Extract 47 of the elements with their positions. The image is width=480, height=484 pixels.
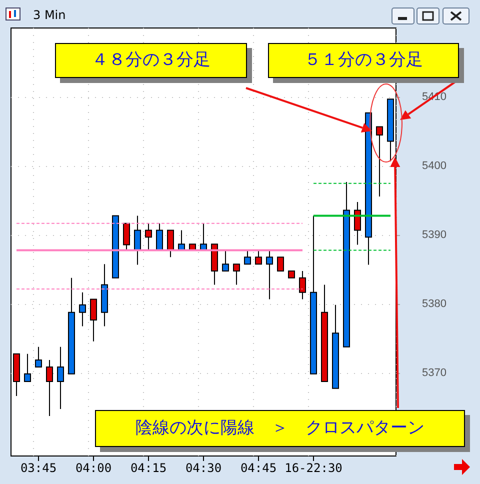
candlestick	[79, 292, 86, 327]
chart-title: 3 Min	[33, 8, 66, 22]
candlestick	[24, 353, 31, 382]
annotation: ５１分の３分足	[304, 50, 423, 70]
candlestick	[167, 230, 174, 258]
annotation: 陰線の次に陽線 ＞ クロスパターン	[136, 418, 424, 438]
x-tick-label: 04:30	[185, 461, 222, 475]
candlestick	[299, 270, 306, 300]
candlestick	[68, 277, 75, 374]
candlestick	[288, 270, 295, 278]
candlestick	[156, 222, 163, 251]
y-tick-label: 5390	[422, 229, 446, 242]
candlestick	[134, 215, 141, 266]
x-tick-label: 16-22:30	[284, 461, 342, 475]
candlestick	[35, 346, 42, 368]
candlestick	[101, 264, 108, 327]
candlestick	[376, 126, 383, 197]
candlestick	[244, 250, 251, 265]
annotation: ４８分の３分足	[92, 50, 210, 70]
candlestick	[277, 256, 284, 272]
y-tick-label: 5370	[422, 367, 446, 380]
candlestick	[145, 222, 152, 252]
candlestick	[255, 250, 262, 265]
candlestick	[343, 181, 350, 348]
candlestick	[200, 222, 207, 251]
candlestick	[57, 346, 64, 410]
y-tick-label: 5380	[422, 298, 446, 310]
candlestick	[46, 360, 53, 416]
candlestick	[112, 215, 119, 278]
x-tick-label: 04:00	[75, 461, 112, 475]
candlestick	[90, 298, 97, 342]
candlestick	[387, 98, 394, 162]
candlestick	[354, 201, 361, 246]
candlestick	[266, 250, 273, 300]
candlestick	[310, 215, 317, 374]
candlestick	[222, 250, 229, 272]
candlestick	[211, 244, 218, 286]
x-tick-label: 04:45	[240, 461, 277, 475]
x-tick-label: 04:15	[130, 461, 167, 475]
x-tick-label: 03:45	[20, 461, 57, 475]
candlestick	[332, 304, 339, 389]
candlestick	[321, 284, 328, 382]
y-tick-label: 5400	[422, 160, 446, 172]
candlestick	[13, 353, 20, 396]
candlestick	[365, 112, 372, 266]
candlestick	[123, 222, 130, 252]
candlestick	[233, 264, 240, 286]
